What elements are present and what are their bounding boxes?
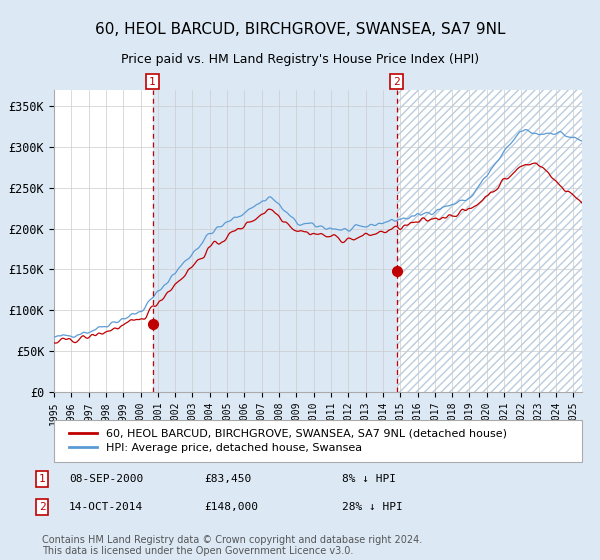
Bar	[152, 90, 397, 392]
Text: 2: 2	[38, 502, 46, 512]
Text: 28% ↓ HPI: 28% ↓ HPI	[342, 502, 403, 512]
Text: Contains HM Land Registry data © Crown copyright and database right 2024.
This d: Contains HM Land Registry data © Crown c…	[42, 535, 422, 557]
Text: 1: 1	[38, 474, 46, 484]
Text: £83,450: £83,450	[204, 474, 251, 484]
Bar	[397, 90, 582, 392]
Text: 2: 2	[393, 77, 400, 87]
FancyBboxPatch shape	[54, 420, 582, 462]
Text: 8% ↓ HPI: 8% ↓ HPI	[342, 474, 396, 484]
Text: 14-OCT-2014: 14-OCT-2014	[69, 502, 143, 512]
Text: 1: 1	[149, 77, 156, 87]
Text: £148,000: £148,000	[204, 502, 258, 512]
Text: Price paid vs. HM Land Registry's House Price Index (HPI): Price paid vs. HM Land Registry's House …	[121, 53, 479, 66]
Text: 60, HEOL BARCUD, BIRCHGROVE, SWANSEA, SA7 9NL: 60, HEOL BARCUD, BIRCHGROVE, SWANSEA, SA…	[95, 22, 505, 38]
Text: 08-SEP-2000: 08-SEP-2000	[69, 474, 143, 484]
Legend: 60, HEOL BARCUD, BIRCHGROVE, SWANSEA, SA7 9NL (detached house), HPI: Average pri: 60, HEOL BARCUD, BIRCHGROVE, SWANSEA, SA…	[65, 424, 511, 458]
